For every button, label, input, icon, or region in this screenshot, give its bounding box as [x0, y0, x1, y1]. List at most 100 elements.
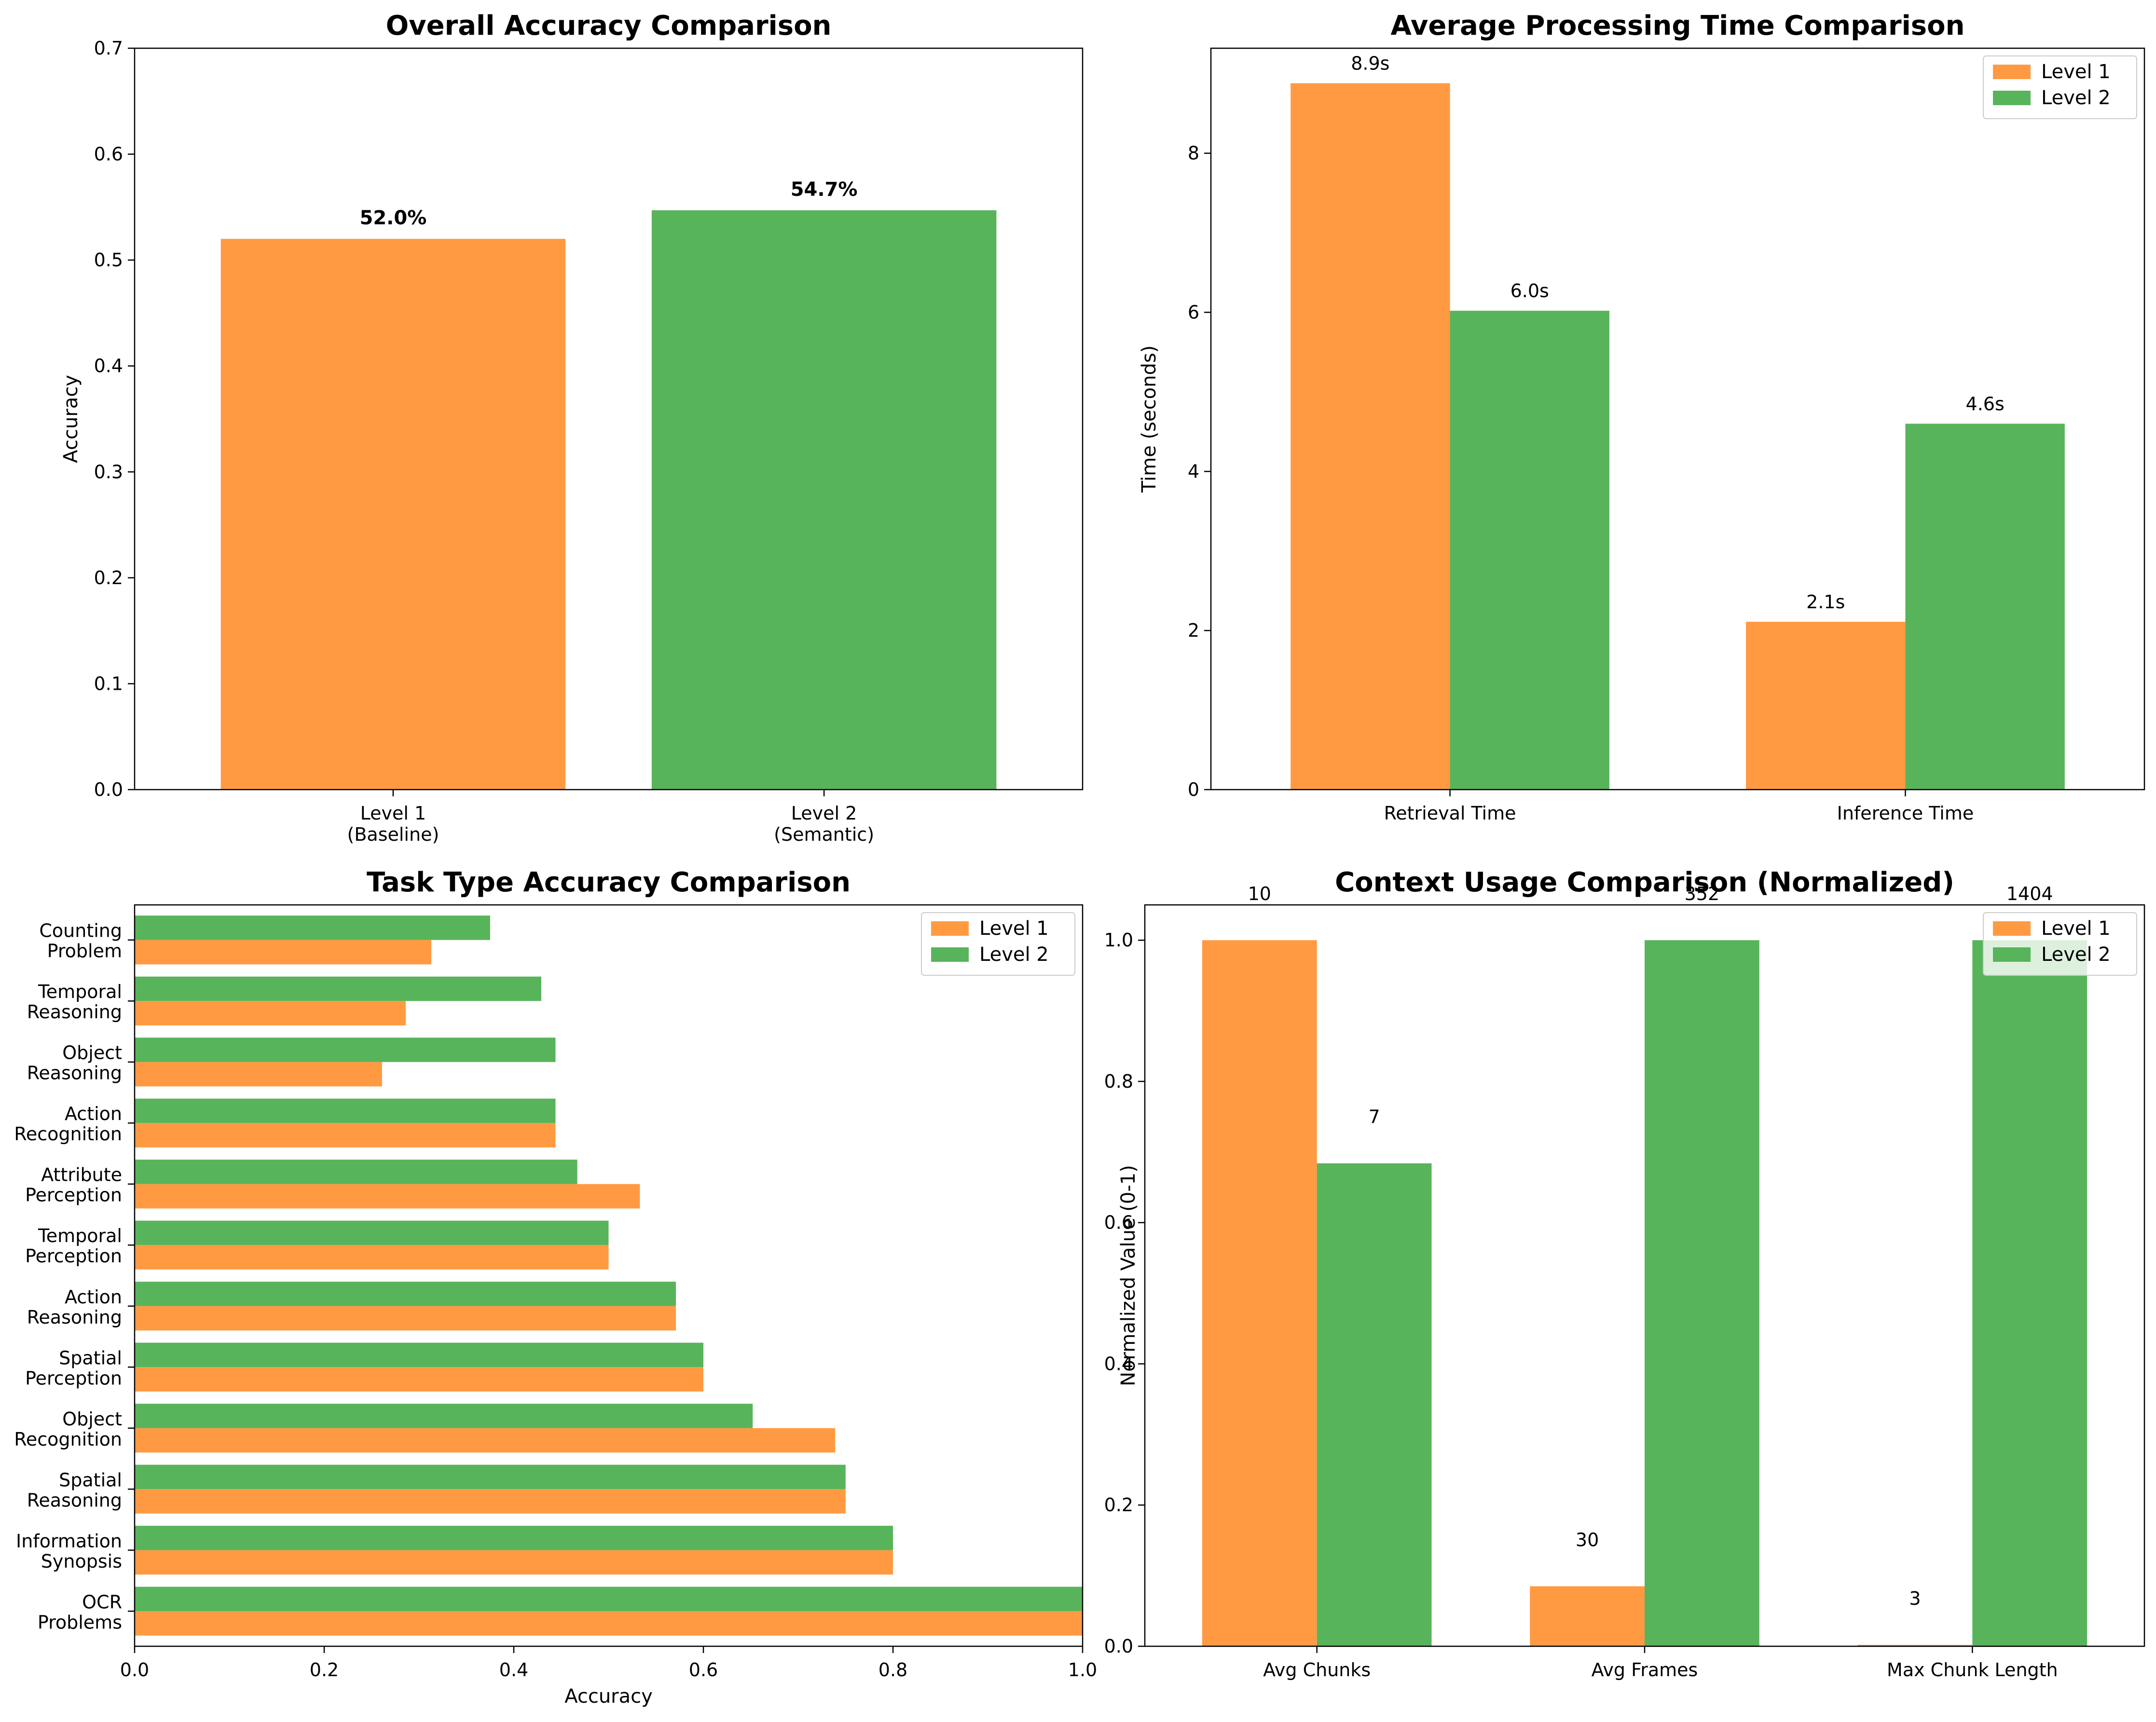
- axes-frame: [1210, 47, 2145, 791]
- y-tick-label-line: Recognition: [14, 1429, 122, 1450]
- axes-frame: [134, 904, 1084, 1647]
- legend-label-2: Level 2: [979, 943, 1049, 966]
- y-tick-label: 8: [1188, 143, 1199, 164]
- y-tick-label: 0.4: [1104, 1353, 1133, 1374]
- x-tick-label: Avg Frames: [1592, 1659, 1698, 1681]
- bar-level-1: [135, 1123, 556, 1148]
- bar-level-2: [1972, 940, 2087, 1646]
- x-tick-label: 1.0: [1068, 1659, 1097, 1681]
- chart-title: Task Type Accuracy Comparison: [367, 867, 851, 898]
- bar-value-label: 8.9s: [1351, 53, 1389, 74]
- bar-level-2: [135, 1586, 1083, 1612]
- x-axis-label: Accuracy: [564, 1685, 653, 1708]
- bar-level-2: [135, 1160, 577, 1184]
- bar-value-label: 2.1s: [1806, 591, 1845, 613]
- legend-swatch-2: [1993, 947, 2031, 962]
- bar-level-1: [1746, 622, 1906, 790]
- bar-value-label: 3: [1909, 1588, 1921, 1609]
- bar-level-1: [135, 1550, 893, 1575]
- bar-level-2: [135, 1038, 556, 1062]
- legend-swatch-1: [1993, 921, 2031, 936]
- y-tick-label-line: Problem: [47, 941, 122, 962]
- bar-value-label: 1404: [2006, 883, 2053, 904]
- bar-level-1: [135, 1367, 703, 1392]
- x-tick-label-line: Level 1: [360, 803, 426, 824]
- x-tick-label: 0.0: [120, 1659, 149, 1681]
- chart-processing-time: 8.9s 2.1s 6.0s 4.6s 0 2 4 6 8 Retrieval Time Infer…: [1138, 10, 2145, 824]
- y-tick-label-line: OCR: [82, 1591, 122, 1613]
- y-axis-label: Time (seconds): [1138, 345, 1160, 493]
- legend: Level 1 Level 2: [921, 912, 1075, 976]
- y-tick-label: 0.4: [94, 355, 123, 377]
- y-tick-label-line: Problems: [38, 1612, 122, 1633]
- bar-level-1: [1857, 1645, 1973, 1647]
- x-tick-label-line: (Semantic): [774, 824, 874, 845]
- y-tick-label-line: Reasoning: [27, 1063, 122, 1084]
- legend-label-1: Level 1: [979, 917, 1049, 940]
- y-tick-label-line: Attribute: [41, 1164, 122, 1186]
- y-tick-label-line: Recognition: [14, 1123, 122, 1145]
- y-tick-label-line: Temporal: [38, 1225, 122, 1246]
- legend-label-2: Level 2: [2041, 87, 2111, 109]
- x-tick-label: Max Chunk Length: [1887, 1659, 2058, 1681]
- legend-swatch-2: [1993, 91, 2031, 105]
- y-tick-label: 0.0: [1104, 1636, 1133, 1657]
- x-tick-label: Inference Time: [1837, 803, 1974, 824]
- bar-level-2: [135, 1342, 703, 1367]
- bar-level-1: [135, 1428, 836, 1453]
- bar-value-label-1: 52.0%: [360, 207, 427, 229]
- x-tick-label: 0.2: [310, 1659, 339, 1681]
- y-tick-label: 0: [1188, 779, 1199, 800]
- y-tick-label-line: Perception: [25, 1245, 122, 1267]
- bar-value-label: 6.0s: [1511, 280, 1549, 301]
- x-tick-label: 0.8: [879, 1659, 907, 1681]
- bar-level-1: [1530, 1586, 1645, 1646]
- legend-label-1: Level 1: [2041, 61, 2111, 83]
- x-tick-label: Avg Chunks: [1263, 1659, 1371, 1681]
- x-tick-label: Level 1(Baseline): [347, 803, 439, 845]
- x-tick-label: Retrieval Time: [1384, 803, 1516, 824]
- y-tick-label-line: Spatial: [59, 1347, 122, 1368]
- bar-level-1: [135, 1611, 1083, 1636]
- bar-level-1: [135, 1001, 406, 1025]
- chart-context-usage: 10 30 3 7 352 1404 0.0 0.2 0.4 0.6 0.8 1.0 Avg Chunk…: [1104, 867, 2145, 1681]
- x-tick-label: Level 2(Semantic): [774, 803, 874, 845]
- chart-title: Overall Accuracy Comparison: [386, 10, 832, 41]
- y-tick-label: 4: [1188, 461, 1199, 482]
- y-tick-label-line: Action: [65, 1103, 122, 1124]
- y-tick-label-line: Action: [65, 1286, 122, 1308]
- y-tick-label: 0.8: [1104, 1071, 1133, 1092]
- y-axis-label: Accuracy: [60, 375, 82, 463]
- y-tick-label: 0.7: [94, 38, 123, 59]
- y-tick-label: 0.2: [1104, 1494, 1133, 1516]
- chart-task-type-accuracy: CountingProblemTemporalReasoningObjectRe…: [14, 867, 1097, 1708]
- legend-swatch-2: [931, 947, 969, 962]
- bar-level-2: [1450, 311, 1609, 790]
- chart-overall-accuracy: 52.0% 54.7% 0.0 0.1 0.2 0.3 0.4 0.5 0.6 0.7 Level …: [60, 10, 1084, 845]
- y-tick-label-line: Object: [62, 1408, 122, 1430]
- bar-level-1: [1291, 83, 1450, 790]
- x-tick-label: 0.4: [499, 1659, 528, 1681]
- bar-level-1: [135, 1306, 676, 1331]
- y-tick-label-line: Information: [16, 1531, 122, 1552]
- bar-level-2: [1905, 424, 2065, 790]
- bar-level-2: [135, 1404, 753, 1428]
- bar-level-1: [135, 1489, 846, 1514]
- x-tick-label-line: Level 2: [791, 803, 857, 824]
- bar-value-label: 4.6s: [1966, 393, 2005, 414]
- bar-level-1: [135, 1245, 609, 1270]
- bar-level-1: [135, 940, 432, 965]
- bar-level-1: [1202, 940, 1317, 1646]
- bar-level-2: [1317, 1163, 1432, 1646]
- x-tick-label: 0.6: [689, 1659, 718, 1681]
- y-tick-label: 6: [1188, 302, 1199, 323]
- bar-level-1: [135, 1184, 640, 1209]
- bar-level-2: [135, 1464, 846, 1490]
